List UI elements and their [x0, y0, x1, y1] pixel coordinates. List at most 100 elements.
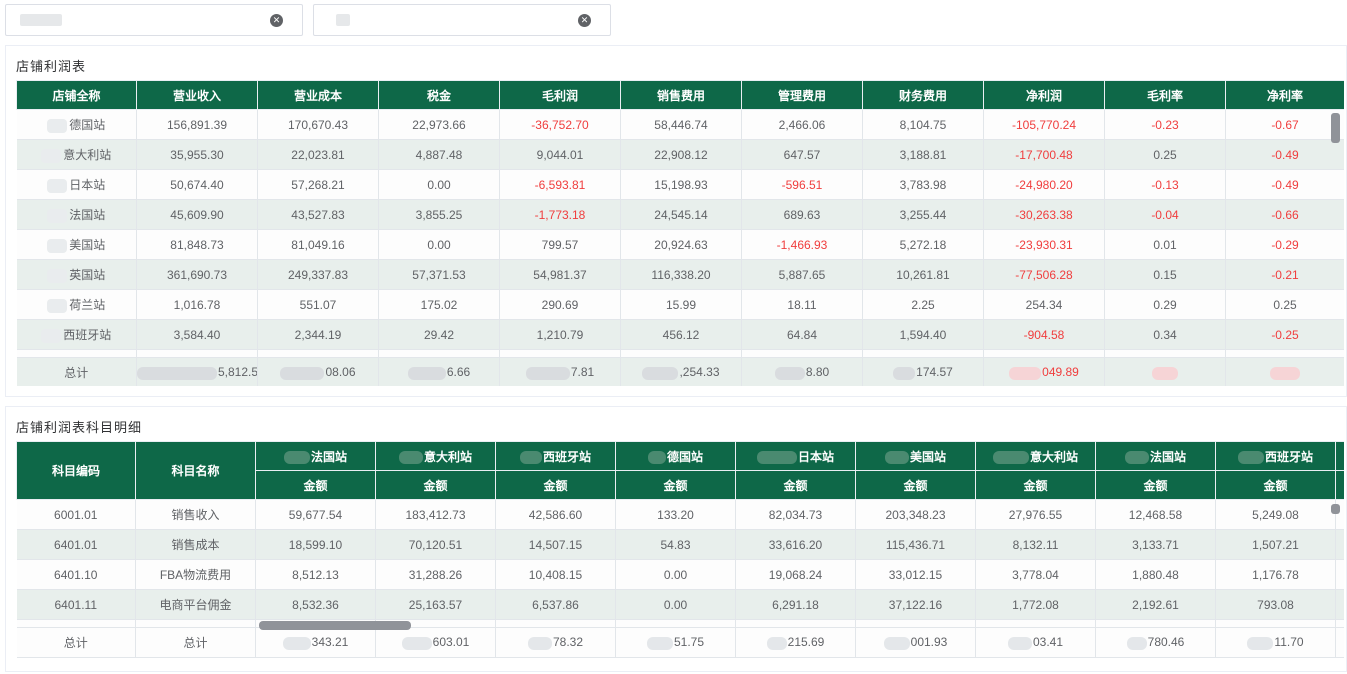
station-header[interactable]: 日本站 [735, 441, 856, 471]
value-cell: 35,955.30 [136, 139, 258, 170]
total-cell: 343.21 [255, 627, 376, 658]
column-header[interactable]: 科目名称 [135, 441, 256, 500]
value-cell: 3,783.98 [862, 169, 984, 200]
amount-header[interactable]: 金额 [1215, 470, 1336, 500]
filter-select-2[interactable]: ✕ [313, 4, 611, 36]
amount-header[interactable]: 金额 [855, 470, 976, 500]
column-header[interactable]: 财务费用 [862, 80, 984, 110]
table-row[interactable]: 法国站 45,609.90 43,527.83 3,855.25 -1,773.18 24… [16, 199, 1344, 230]
table-row[interactable]: 德国站 156,891.39 170,670.43 22,973.66 -36,752.… [16, 109, 1344, 140]
redacted-mask [525, 366, 570, 380]
filter-select-1[interactable]: ✕ [5, 4, 303, 36]
value-cell: 0.25 [1104, 139, 1226, 170]
redacted-mask [283, 450, 310, 464]
table-row[interactable]: 意大利站 35,955.30 22,023.81 4,887.48 9,044.01 22… [16, 139, 1344, 170]
value-cell: 5,887.65 [741, 259, 863, 290]
store-name-cell: 日本站 [16, 169, 137, 200]
station-header[interactable]: 德国站 [615, 441, 736, 471]
table-row[interactable]: 6401.10 FBA物流费用 8,512.13 31,288.26 10,408.15… [16, 559, 1344, 590]
value-cell: 5,272.18 [862, 229, 984, 260]
amount-header[interactable]: 金额 [975, 470, 1096, 500]
spacer-cell [16, 349, 137, 358]
station-name: 德国站 [666, 449, 703, 464]
total-value: 8.80 [805, 365, 830, 380]
value-cell: -1,773.18 [499, 199, 621, 230]
value-cell: 1,594.40 [862, 319, 984, 350]
amount-cell: 12,468.58 [1095, 499, 1216, 530]
value-cell: 43,527.83 [257, 199, 379, 230]
value-cell: 3,855.25 [378, 199, 500, 230]
redacted-mask [1009, 366, 1042, 380]
value-cell: -0.04 [1104, 199, 1226, 230]
store-name-cell: 美国站 [16, 229, 137, 260]
detail-vertical-scrollbar[interactable] [1331, 504, 1340, 514]
table-row[interactable]: 英国站 361,690.73 249,337.83 57,371.53 54,981.3… [16, 259, 1344, 290]
table-row[interactable]: 荷兰站 1,016.78 551.07 175.02 290.69 15.99 18.11 2… [16, 289, 1344, 320]
amount-header[interactable]: 金额 [375, 470, 496, 500]
redacted-mask [41, 328, 62, 343]
value-cell: -23,930.31 [983, 229, 1105, 260]
column-header[interactable]: 净利润 [983, 80, 1105, 110]
table-row[interactable]: 6401.01 销售成本 18,599.10 70,120.51 14,507.15 54… [16, 529, 1344, 560]
redacted-mask [766, 636, 787, 650]
amount-header[interactable]: 金额 [1095, 470, 1216, 500]
table-row[interactable]: 美国站 81,848.73 81,049.16 0.00 799.57 20,924.63… [16, 229, 1344, 260]
value-cell: 15.99 [620, 289, 742, 320]
column-header[interactable]: 科目编码 [16, 441, 136, 500]
table-row[interactable]: 6401.11 电商平台佣金 8,532.36 25,163.57 6,537.86 0.… [16, 589, 1344, 620]
total-label: 总计 [16, 627, 136, 658]
store-name: 法国站 [69, 208, 106, 222]
amount-header[interactable]: 金额 [735, 470, 856, 500]
detail-horizontal-scrollbar[interactable] [259, 621, 411, 630]
station-header[interactable]: 意大利站 [975, 441, 1096, 471]
column-header[interactable]: 净利率 [1225, 80, 1344, 110]
column-header[interactable]: 税金 [378, 80, 500, 110]
column-header[interactable]: 销售费用 [620, 80, 742, 110]
column-header[interactable]: 毛利率 [1104, 80, 1226, 110]
table-row[interactable]: 日本站 50,674.40 57,268.21 0.00 -6,593.81 15,198… [16, 169, 1344, 200]
account-name-cell: 电商平台佣金 [135, 589, 256, 620]
table-row[interactable]: 6001.01 销售收入 59,677.54 183,412.73 42,586.60 1… [16, 499, 1344, 530]
station-header[interactable]: 意大利站 [375, 441, 496, 471]
amount-header[interactable]: 金额 [255, 470, 376, 500]
value-cell: 57,371.53 [378, 259, 500, 290]
table-row[interactable]: 西班牙站 3,584.40 2,344.19 29.42 1,210.79 456.12 6… [16, 319, 1344, 350]
value-cell: -904.58 [983, 319, 1105, 350]
clipped-cell [375, 619, 496, 628]
amount-header[interactable]: 金额 [495, 470, 616, 500]
redacted-mask [401, 636, 432, 650]
station-name: 法国站 [310, 449, 347, 464]
value-cell: 290.69 [499, 289, 621, 320]
column-header[interactable]: 毛利润 [499, 80, 621, 110]
column-header[interactable]: 店铺全称 [16, 80, 137, 110]
station-header[interactable]: 法国站 [1095, 441, 1216, 471]
column-header[interactable]: 营业收入 [136, 80, 258, 110]
account-name-cell: FBA物流费用 [135, 559, 256, 590]
redacted-mask [282, 636, 311, 650]
store-name: 德国站 [69, 118, 106, 132]
clipped-cell [135, 619, 256, 628]
station-header[interactable]: 西班牙站 [495, 441, 616, 471]
spacer-cell [1104, 349, 1226, 358]
amount-header[interactable]: 金额 [615, 470, 736, 500]
total-value: 51.75 [673, 635, 705, 650]
station-header[interactable]: 西班牙站 [1215, 441, 1336, 471]
redacted-mask [47, 178, 68, 193]
clipped-cell [615, 619, 736, 628]
station-header[interactable]: 美国站 [855, 441, 976, 471]
total-cell: ,254.33 [620, 357, 742, 386]
close-circle-icon[interactable]: ✕ [270, 14, 283, 27]
value-cell: 0.15 [1104, 259, 1226, 290]
value-cell: -0.66 [1225, 199, 1344, 230]
column-header[interactable]: 营业成本 [257, 80, 379, 110]
profit-vertical-scrollbar[interactable] [1331, 113, 1340, 143]
detail-panel: 店铺利润表科目明细 科目编码 科目名称 法国站 意大利站 西班牙站 德国站 日本站 美国站 意大… [5, 406, 1347, 672]
close-circle-icon[interactable]: ✕ [578, 14, 591, 27]
total-value: 6.66 [446, 365, 471, 380]
station-header[interactable]: 法国站 [255, 441, 376, 471]
station-name: 日本站 [797, 449, 834, 464]
value-cell: -36,752.70 [499, 109, 621, 140]
station-name: 意大利站 [423, 449, 472, 464]
value-cell: 81,848.73 [136, 229, 258, 260]
column-header[interactable]: 管理费用 [741, 80, 863, 110]
